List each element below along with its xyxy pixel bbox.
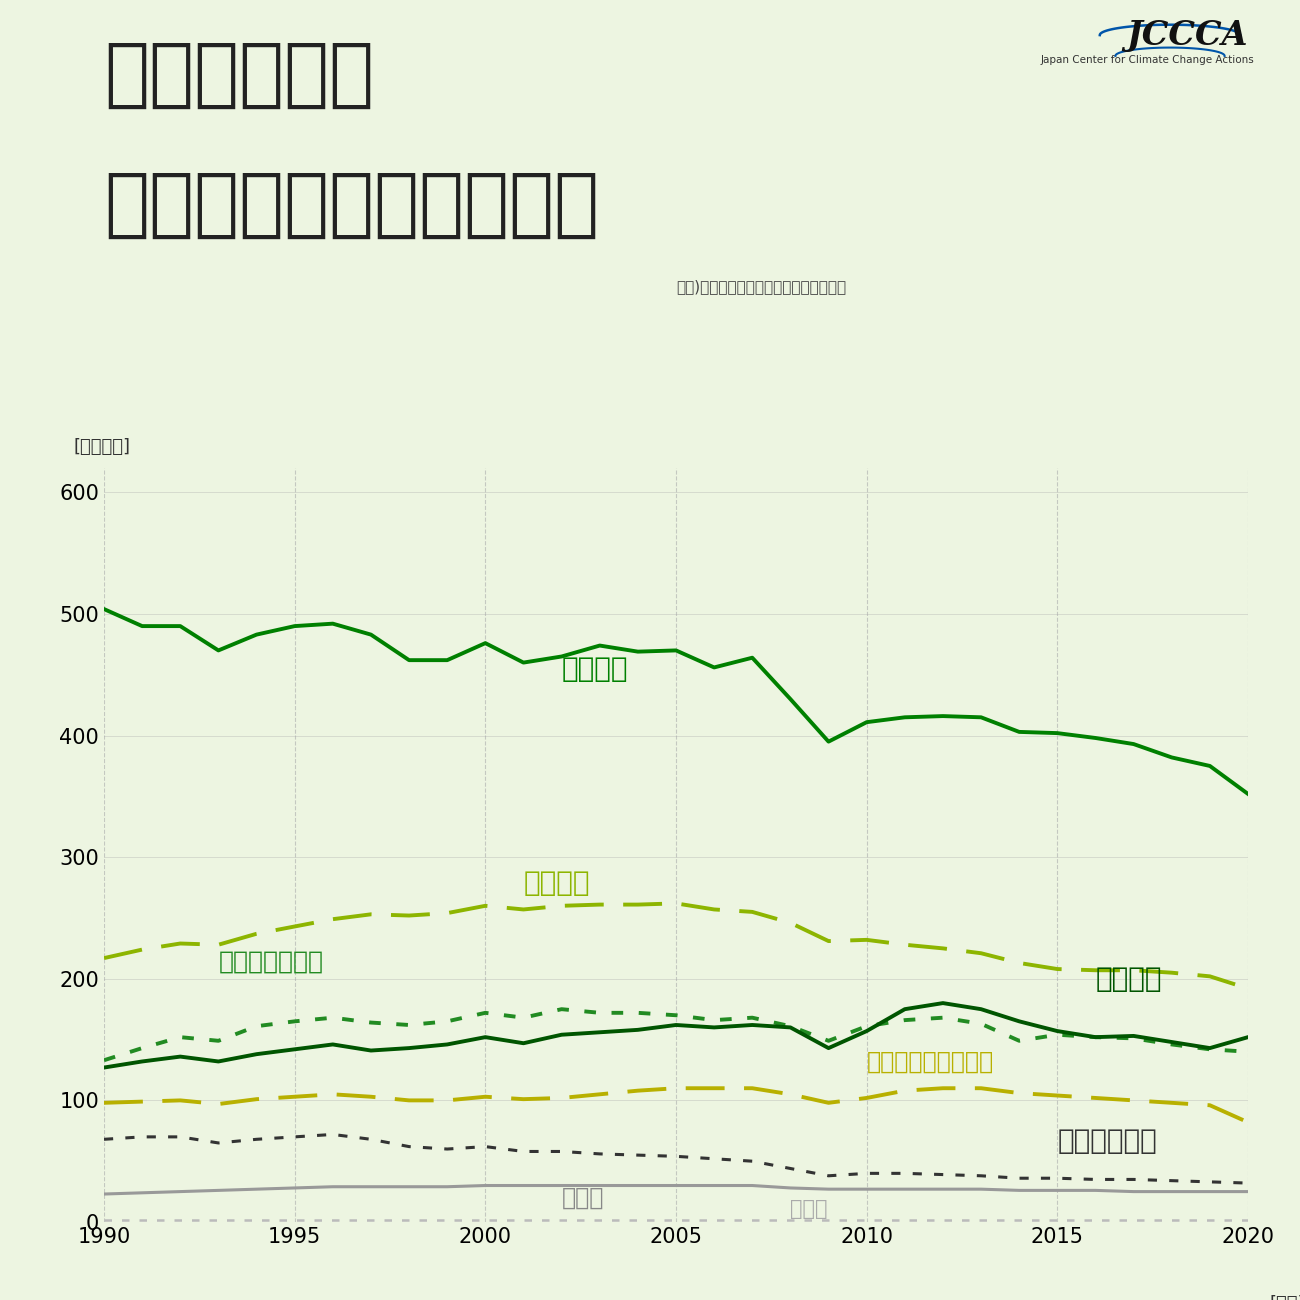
Text: 二酸化炭素排出量の推移: 二酸化炭素排出量の推移 [104,169,599,242]
Text: 出典)温室効果ガスインベントリオフィス: 出典)温室効果ガスインベントリオフィス [676,280,846,295]
Text: 運輸部門: 運輸部門 [524,870,590,897]
Text: Japan Center for Climate Change Actions: Japan Center for Climate Change Actions [1041,55,1254,65]
Text: 廃棄物: 廃棄物 [562,1186,605,1210]
Text: 家庭部門: 家庭部門 [1096,966,1162,993]
Text: [百万トン]: [百万トン] [74,438,130,456]
Text: 工業プロセス: 工業プロセス [1057,1127,1157,1154]
Text: JCCCA: JCCCA [1127,20,1248,52]
Text: エネルギー転換部門: エネルギー転換部門 [867,1050,993,1074]
Text: その他: その他 [790,1199,828,1218]
Text: 業務その他部門: 業務その他部門 [218,950,324,974]
Text: 産業部門: 産業部門 [562,655,628,684]
Text: 日本の部門別: 日本の部門別 [104,39,374,112]
Text: [年度]: [年度] [1270,1295,1300,1300]
